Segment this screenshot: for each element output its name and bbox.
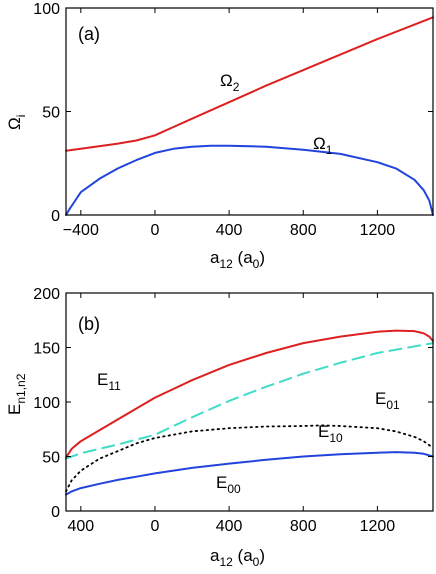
omega2-series-label: Ω2 xyxy=(220,71,240,94)
x-tick-label: 1200 xyxy=(360,518,396,535)
y-tick-label: 200 xyxy=(33,286,60,303)
e01-series-label: E01 xyxy=(375,389,400,412)
x-tick-label: 800 xyxy=(290,518,317,535)
panel-b-series xyxy=(65,329,434,496)
panel-b-label: (b) xyxy=(78,314,100,334)
x-tick-label: −400 xyxy=(63,222,99,239)
series-line-e01 xyxy=(65,342,434,460)
panel-b-x-axis-label: a12 (a0) xyxy=(210,546,265,569)
x-tick-label: 400 xyxy=(216,222,243,239)
x-tick-label: 400 xyxy=(216,518,243,535)
x-tick-label: 0 xyxy=(151,222,160,239)
series-line-e10 xyxy=(65,424,434,493)
y-tick-label: 100 xyxy=(33,1,60,18)
series-line-1 xyxy=(65,144,434,216)
panel-a-x-axis-label: a12 (a0) xyxy=(210,248,265,271)
y-tick-label: 100 xyxy=(33,395,60,412)
y-tick-label: 50 xyxy=(42,105,60,122)
e10-series-label: E10 xyxy=(318,422,343,445)
series-line-e11 xyxy=(65,329,434,459)
panel-a-label: (a) xyxy=(78,24,100,44)
panel-b-ticks: 400 0 400 800 1200 0 50 100 150 200 xyxy=(33,286,433,535)
x-tick-label: 1200 xyxy=(360,222,396,239)
panel-b: 400 0 400 800 1200 0 50 100 150 200 (b) E11 E01 E… xyxy=(5,286,434,569)
e00-series-label: E00 xyxy=(216,473,241,496)
e11-series-label: E11 xyxy=(97,370,121,393)
panel-a-series xyxy=(65,16,434,216)
series-line-2 xyxy=(65,16,434,152)
y-tick-label: 0 xyxy=(51,504,60,521)
x-tick-label: 800 xyxy=(290,222,317,239)
x-tick-label: 400 xyxy=(67,518,94,535)
omega1-series-label: Ω1 xyxy=(313,134,333,157)
series-line-e00 xyxy=(65,451,434,496)
panel-a-y-axis-label: Ωi xyxy=(5,115,28,130)
y-tick-label: 50 xyxy=(42,450,60,467)
y-tick-label: 150 xyxy=(33,341,60,358)
x-tick-label: 0 xyxy=(151,518,160,535)
panel-b-y-axis-label: En1,n2 xyxy=(5,373,28,415)
y-tick-label: 0 xyxy=(51,208,60,225)
